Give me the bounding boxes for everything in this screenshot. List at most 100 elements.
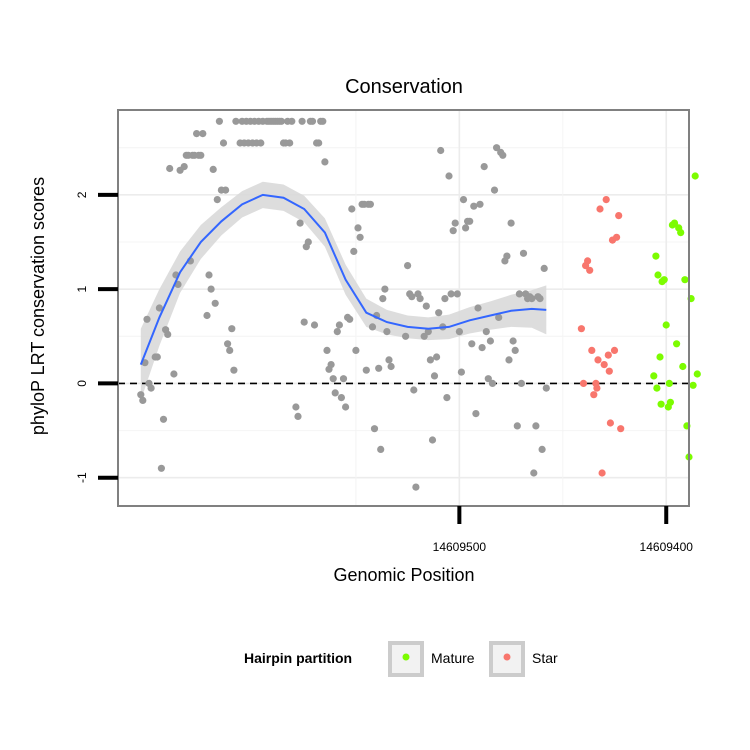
data-point-star bbox=[615, 212, 623, 220]
data-point-background bbox=[232, 117, 240, 125]
data-point-star bbox=[610, 346, 619, 354]
data-point-background bbox=[377, 445, 385, 453]
data-point-background bbox=[455, 328, 463, 336]
data-point-background bbox=[354, 224, 362, 232]
legend-key-mature bbox=[388, 641, 424, 677]
data-point-background bbox=[375, 364, 383, 372]
data-point-background bbox=[462, 224, 470, 232]
data-point-background bbox=[356, 233, 364, 241]
data-point-mature bbox=[673, 340, 681, 348]
data-point-background bbox=[346, 315, 354, 323]
data-point-background bbox=[484, 375, 492, 383]
data-point-background bbox=[449, 227, 457, 235]
data-point-background bbox=[445, 172, 453, 180]
data-point-mature bbox=[656, 353, 664, 361]
data-point-star bbox=[604, 351, 612, 359]
data-point-background bbox=[211, 299, 219, 307]
data-point-background bbox=[308, 117, 317, 125]
data-point-background bbox=[435, 309, 443, 317]
data-point-background bbox=[437, 146, 445, 155]
data-point-background bbox=[466, 217, 474, 225]
data-point-background bbox=[542, 384, 550, 392]
data-point-background bbox=[294, 412, 302, 420]
data-point-background bbox=[277, 117, 285, 125]
data-point-background bbox=[530, 469, 538, 477]
data-point-background bbox=[408, 293, 416, 301]
data-point-background bbox=[143, 315, 151, 323]
data-point-mature bbox=[677, 229, 685, 237]
data-point-background bbox=[257, 139, 265, 147]
data-point-mature bbox=[662, 321, 670, 329]
data-point-mature bbox=[653, 384, 661, 392]
data-point-background bbox=[507, 219, 515, 227]
data-point-background bbox=[180, 163, 188, 171]
data-point-background bbox=[503, 252, 511, 260]
data-point-background bbox=[300, 318, 308, 326]
data-point-background bbox=[219, 139, 228, 147]
data-point-background bbox=[505, 356, 513, 364]
data-point-background bbox=[420, 332, 428, 340]
data-point-background bbox=[222, 186, 230, 194]
data-point-background bbox=[228, 325, 236, 333]
data-point-background bbox=[536, 295, 544, 303]
data-point-background bbox=[321, 158, 329, 166]
data-point-background bbox=[310, 321, 319, 329]
data-point-background bbox=[422, 302, 430, 310]
data-point-background bbox=[474, 304, 482, 312]
data-point-background bbox=[215, 117, 223, 125]
data-point-background bbox=[459, 196, 468, 204]
data-point-mature bbox=[670, 219, 679, 227]
data-point-background bbox=[155, 304, 163, 312]
data-point-mature bbox=[691, 172, 699, 180]
legend-key-star bbox=[489, 641, 525, 677]
data-point-background bbox=[488, 379, 497, 387]
data-point-background bbox=[230, 366, 238, 374]
data-point-background bbox=[495, 313, 503, 321]
x-tick-label: 14609400 bbox=[640, 540, 694, 554]
data-point-background bbox=[342, 403, 350, 411]
data-point-background bbox=[292, 403, 300, 411]
data-point-background bbox=[532, 422, 540, 430]
data-point-star bbox=[613, 233, 621, 241]
data-point-background bbox=[352, 346, 360, 354]
data-point-background bbox=[430, 372, 439, 380]
data-point-background bbox=[528, 295, 536, 303]
data-point-background bbox=[538, 445, 546, 453]
data-point-background bbox=[480, 163, 488, 171]
data-point-mature bbox=[689, 381, 697, 389]
data-point-mature bbox=[660, 276, 668, 284]
data-point-background bbox=[329, 375, 337, 383]
data-point-background bbox=[486, 337, 494, 345]
chart-title: Conservation bbox=[345, 76, 463, 98]
data-point-mature bbox=[650, 372, 658, 380]
data-point-background bbox=[327, 361, 335, 369]
data-point-background bbox=[350, 247, 358, 255]
legend-label-mature: Mature bbox=[431, 650, 475, 666]
series-star bbox=[577, 196, 625, 477]
data-point-mature bbox=[693, 370, 701, 378]
data-point-background bbox=[213, 196, 221, 204]
data-point-background bbox=[164, 330, 172, 338]
data-point-star bbox=[606, 419, 615, 427]
data-point-background bbox=[226, 346, 234, 354]
data-point-background bbox=[348, 205, 356, 213]
data-point-mature bbox=[654, 271, 662, 279]
series-background bbox=[137, 117, 550, 491]
data-point-star bbox=[600, 361, 608, 369]
data-point-background bbox=[468, 340, 476, 348]
data-point-background bbox=[170, 370, 178, 378]
data-point-star bbox=[586, 266, 594, 274]
data-point-background bbox=[166, 164, 174, 173]
data-point-background bbox=[383, 328, 391, 336]
data-point-background bbox=[515, 290, 524, 298]
data-point-mature bbox=[652, 252, 660, 260]
data-point-background bbox=[441, 295, 449, 303]
data-point-background bbox=[519, 249, 528, 257]
data-point-background bbox=[387, 362, 395, 371]
data-point-background bbox=[493, 144, 501, 152]
data-point-star bbox=[588, 346, 596, 354]
data-point-background bbox=[443, 394, 451, 402]
data-point-star bbox=[579, 379, 588, 387]
data-point-background bbox=[199, 130, 207, 138]
y-axis-label: phyloP LRT conservation scores bbox=[28, 177, 48, 435]
